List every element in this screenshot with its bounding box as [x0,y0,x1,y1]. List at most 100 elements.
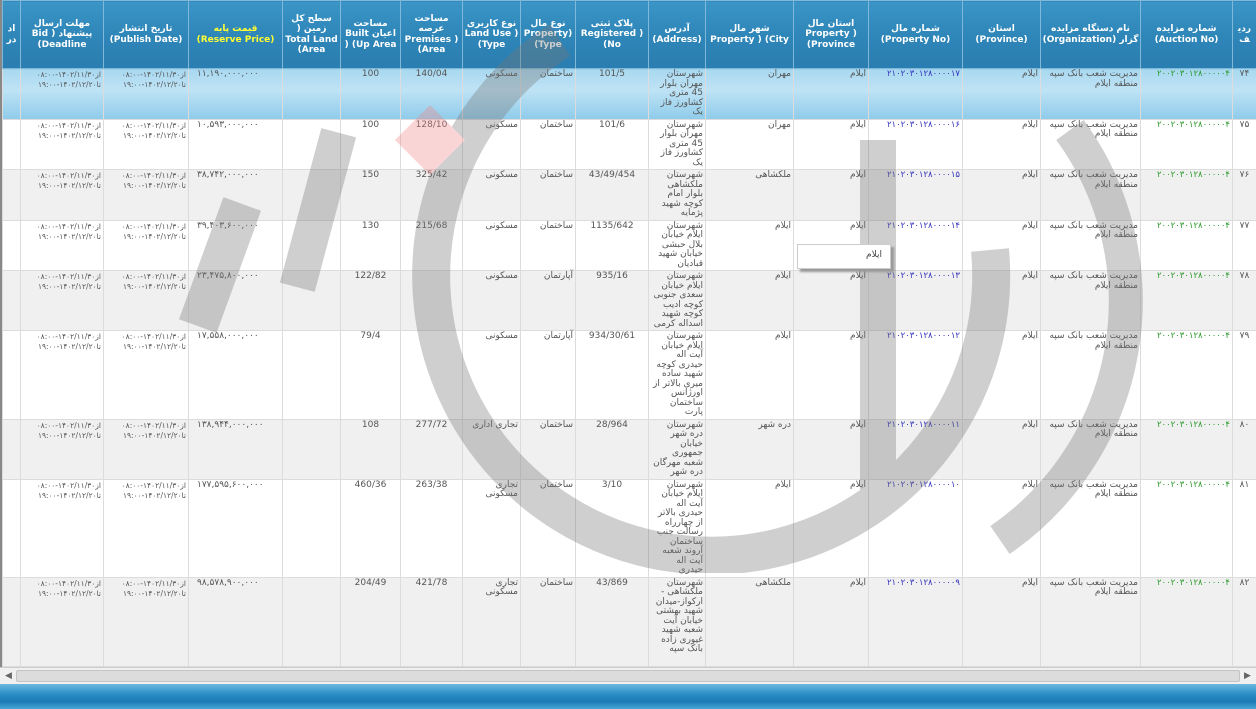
cell-built-up-area: 204/49 [341,577,401,666]
cell-property-type: ساختمان [521,170,576,221]
cell-auction-no: ۲۰۰۲۰۳۰۱۲۸۰۰۰۰۰۴ [1141,119,1233,170]
cell-publish-date: از۱۴۰۲/۱۱/۳۰-۰۸:۰۰ تا۱۴۰۲/۱۲/۲۰-۱۹:۰۰ [104,69,189,120]
cell-reserve-price: ۳۹,۴۰۳,۶۰۰,۰۰۰ [189,220,283,271]
cell-property-no: ۲۱۰۲۰۳۰۱۲۸۰۰۰۰۱۳ [869,271,963,331]
cell-premises-area [401,271,463,331]
cell-built-up-area: 150 [341,170,401,221]
header-property-type[interactable]: نوع مال Property) (Type [521,1,576,69]
cell-row-number: ۷۹ [1233,331,1256,420]
cell-property-province: ایلام [794,69,869,120]
cell-premises-area: 128/10 [401,119,463,170]
cell-province: ایلام [963,271,1041,331]
header-total-land-area[interactable]: سطح کل زمین ( Total Land (Area [283,1,341,69]
cell-organization: مدیریت شعب بانک سپه منطقه ایلام [1041,479,1141,577]
cell-premises-area: 215/68 [401,220,463,271]
cell-province: ایلام [963,419,1041,479]
cell-built-up-area: 460/36 [341,479,401,577]
cell-total-land-area [283,69,341,120]
header-property-province[interactable]: استان مال Property ) (Province [794,1,869,69]
cell-property-no: ۲۱۰۲۰۳۰۱۲۸۰۰۰۰۱۱ [869,419,963,479]
cell-reserve-price: ۲۳,۴۷۵,۸۰۰,۰۰۰ [189,271,283,331]
scroll-left-icon[interactable]: ◀ [2,670,15,683]
cell-property-no: ۲۱۰۲۰۳۰۱۲۸۰۰۰۰۱۰ [869,479,963,577]
cell-publish-date: از۱۴۰۲/۱۱/۳۰-۰۸:۰۰ تا۱۴۰۲/۱۲/۲۰-۱۹:۰۰ [104,271,189,331]
header-reserve-price[interactable]: قیمت پایه (Reserve Price) [189,1,283,69]
cell-province: ایلام [963,331,1041,420]
cell-province: ایلام [963,119,1041,170]
cell-auction-no: ۲۰۰۲۰۳۰۱۲۸۰۰۰۰۰۴ [1141,419,1233,479]
cell-address: شهرستان ایلام خیابان آیت اله حیدری کوچه … [649,331,706,420]
cell-property-province: ایلام [794,271,869,331]
cell-premises-area: 325/42 [401,170,463,221]
cell-row-number: ۸۲ [1233,577,1256,666]
cell-address: شهرستان ایلام خیابان آیت اله حیدری بالات… [649,479,706,577]
header-auction-no[interactable]: شماره مزایده (Auction No) [1141,1,1233,69]
cell-province: ایلام [963,479,1041,577]
cell-publish-date: از۱۴۰۲/۱۱/۳۰-۰۸:۰۰ تا۱۴۰۲/۱۲/۲۰-۱۹:۰۰ [104,419,189,479]
cell-address: شهرستان دره شهر خیابان جمهوری شعبه مهرگا… [649,419,706,479]
cell-auction-no: ۲۰۰۲۰۳۰۱۲۸۰۰۰۰۰۴ [1141,170,1233,221]
cell-built-up-area: 122/82 [341,271,401,331]
header-row-number[interactable]: ردیف [1233,1,1256,69]
cell-publish-date: از۱۴۰۲/۱۱/۳۰-۰۸:۰۰ تا۱۴۰۲/۱۲/۲۰-۱۹:۰۰ [104,577,189,666]
footer-bar [0,684,1256,709]
cell-row-number: ۷۸ [1233,271,1256,331]
scroll-right-icon[interactable]: ▶ [1241,670,1254,683]
cell-reserve-price: ۹۸,۵۷۸,۹۰۰,۰۰۰ [189,577,283,666]
header-extra[interactable]: اد در [3,1,21,69]
header-premises-area[interactable]: مساحت عرصه Premises ) (Area [401,1,463,69]
cell-extra [3,170,21,221]
cell-tooltip: ایلام [797,244,891,269]
cell-province: ایلام [963,577,1041,666]
cell-built-up-area: 108 [341,419,401,479]
cell-reserve-price: ۳۸,۷۴۲,۰۰۰,۰۰۰ [189,170,283,221]
cell-property-province: ایلام [794,170,869,221]
cell-address: شهرستان ایلام خیابان بلال حبشی خیابان شه… [649,220,706,271]
header-province[interactable]: استان (Province) [963,1,1041,69]
header-address[interactable]: آدرس (Address) [649,1,706,69]
cell-auction-no: ۲۰۰۲۰۳۰۱۲۸۰۰۰۰۰۴ [1141,331,1233,420]
cell-property-city: ایلام [706,271,794,331]
cell-extra [3,419,21,479]
cell-property-no: ۲۱۰۲۰۳۰۱۲۸۰۰۰۰۰۹ [869,577,963,666]
cell-address: شهرستان ایلام خیابان سعدی جنوبی کوچه ادی… [649,271,706,331]
cell-reserve-price: ۱۷۷,۵۹۵,۶۰۰,۰۰۰ [189,479,283,577]
header-land-use-type[interactable]: نوع کاربری Land Use ) (Type [463,1,521,69]
cell-organization: مدیریت شعب بانک سپه منطقه ایلام [1041,271,1141,331]
cell-property-city: مهران [706,119,794,170]
header-bid-deadline[interactable]: مهلت ارسال پیشنهاد ( Bid (Deadline [21,1,104,69]
scrollbar-thumb[interactable] [16,670,1240,682]
cell-organization: مدیریت شعب بانک سپه منطقه ایلام [1041,220,1141,271]
cell-land-use-type: مسکونی [463,271,521,331]
cell-property-city: ایلام [706,331,794,420]
header-organization[interactable]: نام دستگاه مزایده گزار (Organization) [1041,1,1141,69]
cell-publish-date: از۱۴۰۲/۱۱/۳۰-۰۸:۰۰ تا۱۴۰۲/۱۲/۲۰-۱۹:۰۰ [104,119,189,170]
cell-property-province: ایلام [794,119,869,170]
cell-total-land-area [283,577,341,666]
cell-organization: مدیریت شعب بانک سپه منطقه ایلام [1041,119,1141,170]
cell-auction-no: ۲۰۰۲۰۳۰۱۲۸۰۰۰۰۰۴ [1141,577,1233,666]
cell-bid-deadline: از۱۴۰۲/۱۱/۳۰-۰۸:۰۰ تا۱۴۰۲/۱۲/۲۰-۱۹:۰۰ [21,69,104,120]
cell-built-up-area: 100 [341,119,401,170]
cell-property-province: ایلام [794,577,869,666]
header-registered-no[interactable]: پلاک ثبتی Registered ) (No [576,1,649,69]
cell-registered-no: 43/869 [576,577,649,666]
cell-extra [3,479,21,577]
cell-auction-no: ۲۰۰۲۰۳۰۱۲۸۰۰۰۰۰۴ [1141,271,1233,331]
horizontal-scrollbar[interactable]: ◀ ▶ [0,667,1256,684]
header-property-city[interactable]: شهر مال Property ) (City [706,1,794,69]
header-publish-date[interactable]: تاریخ انتشار (Publish Date) [104,1,189,69]
header-property-no[interactable]: شماره مال (Property No) [869,1,963,69]
cell-auction-no: ۲۰۰۲۰۳۰۱۲۸۰۰۰۰۰۴ [1141,479,1233,577]
header-built-up-area[interactable]: مساحت اعیان Built ) (Up Area [341,1,401,69]
